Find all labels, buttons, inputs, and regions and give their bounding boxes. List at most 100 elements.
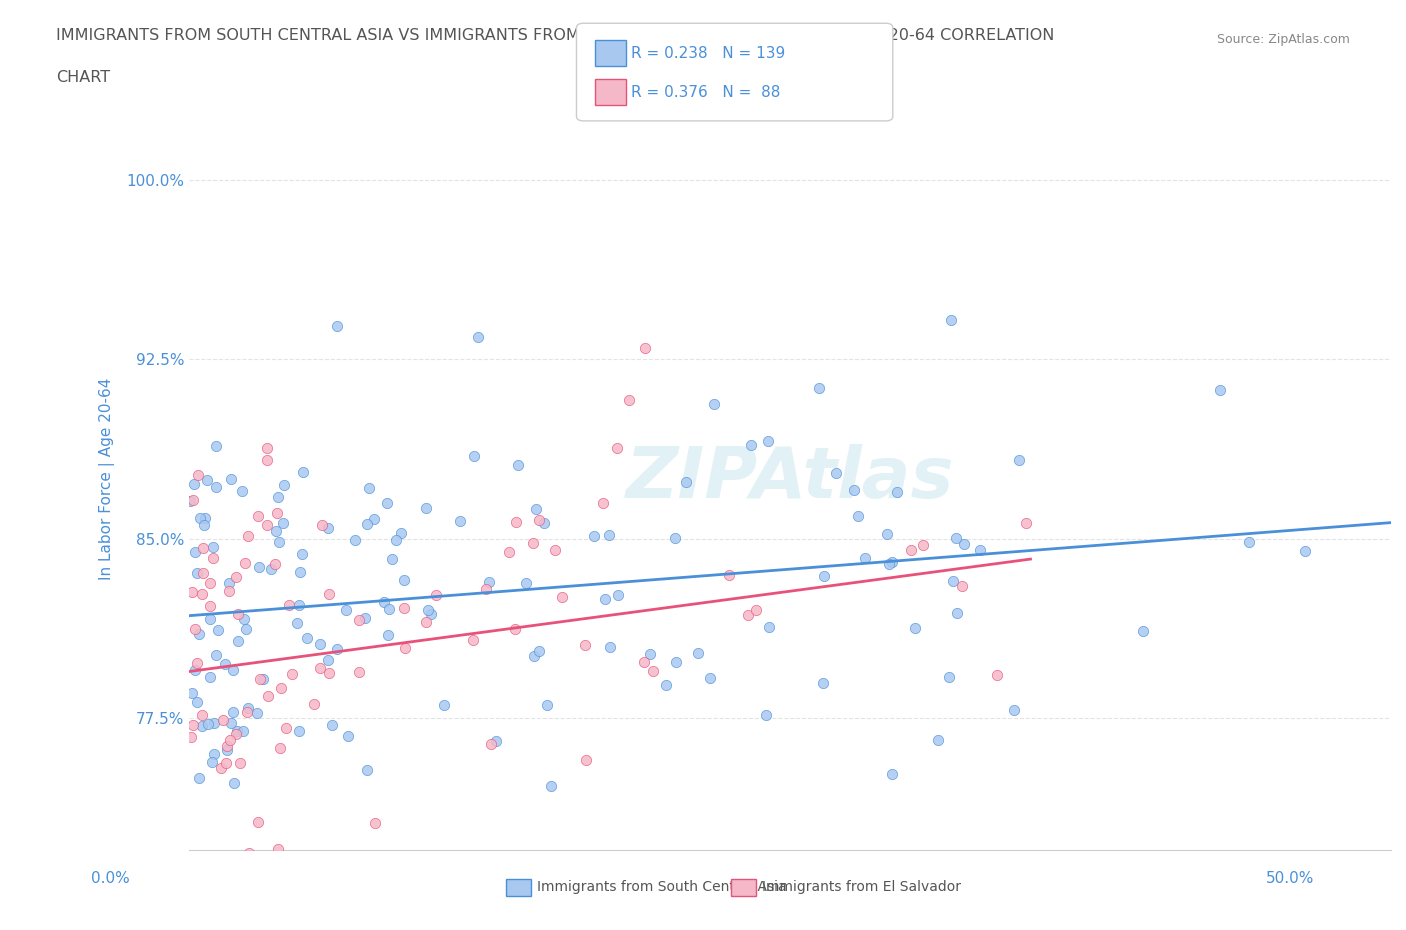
Point — [335, 603, 357, 618]
Point — [824, 465, 846, 480]
Point — [205, 438, 228, 453]
Text: Source: ZipAtlas.com: Source: ZipAtlas.com — [1216, 33, 1350, 46]
Point — [463, 449, 485, 464]
Point — [247, 559, 270, 574]
Point — [703, 397, 725, 412]
Point — [250, 914, 273, 929]
Point — [209, 760, 232, 775]
Point — [418, 603, 440, 618]
Point — [756, 434, 779, 449]
Point — [194, 511, 217, 525]
Point — [198, 576, 221, 591]
Point — [233, 612, 256, 627]
Y-axis label: In Labor Force | Age 20-64: In Labor Force | Age 20-64 — [100, 378, 115, 580]
Point — [249, 671, 271, 686]
Point — [544, 542, 567, 557]
Point — [215, 755, 238, 770]
Point — [180, 685, 202, 700]
Point — [226, 607, 249, 622]
Point — [953, 536, 976, 551]
Point — [184, 880, 207, 895]
Point — [225, 726, 247, 741]
Point — [233, 556, 256, 571]
Point — [236, 889, 259, 904]
Point — [344, 533, 367, 548]
Point — [219, 472, 242, 487]
Point — [363, 512, 385, 526]
Point — [202, 746, 225, 761]
Point — [945, 531, 967, 546]
Point — [846, 509, 869, 524]
Point — [373, 594, 395, 609]
Point — [575, 753, 598, 768]
Point — [479, 737, 502, 751]
Point — [308, 660, 330, 675]
Point — [288, 597, 311, 612]
Point — [877, 556, 900, 571]
Point — [755, 707, 778, 722]
Point — [433, 698, 456, 713]
Point — [969, 543, 991, 558]
Point — [318, 666, 340, 681]
Point — [1132, 624, 1154, 639]
Point — [463, 632, 485, 647]
Point — [184, 544, 207, 559]
Point — [288, 565, 311, 579]
Point — [229, 755, 252, 770]
Point — [191, 565, 214, 580]
Point — [402, 862, 425, 877]
Point — [524, 502, 547, 517]
Point — [232, 724, 254, 738]
Point — [911, 538, 934, 552]
Text: IMMIGRANTS FROM SOUTH CENTRAL ASIA VS IMMIGRANTS FROM EL SALVADOR IN LABOR FORCE: IMMIGRANTS FROM SOUTH CENTRAL ASIA VS IM… — [56, 28, 1054, 44]
Point — [190, 511, 212, 525]
Point — [394, 601, 416, 616]
Text: Immigrants from South Central Asia: Immigrants from South Central Asia — [537, 880, 787, 895]
Point — [617, 392, 640, 407]
Point — [364, 816, 387, 830]
Point — [198, 669, 221, 684]
Point — [295, 631, 318, 645]
Text: 50.0%: 50.0% — [1267, 871, 1315, 886]
Point — [598, 527, 620, 542]
Point — [260, 562, 283, 577]
Point — [218, 576, 240, 591]
Point — [321, 717, 343, 732]
Point — [238, 845, 260, 860]
Point — [246, 706, 269, 721]
Point — [193, 518, 215, 533]
Point — [665, 655, 688, 670]
Point — [527, 644, 550, 658]
Point — [475, 582, 498, 597]
Point — [745, 603, 768, 618]
Point — [197, 716, 219, 731]
Text: R = 0.376   N =  88: R = 0.376 N = 88 — [631, 85, 780, 100]
Point — [191, 541, 214, 556]
Point — [326, 319, 349, 334]
Point — [318, 587, 340, 602]
Point — [266, 506, 288, 521]
Point — [257, 688, 280, 703]
Point — [740, 437, 762, 452]
Point — [882, 555, 904, 570]
Point — [256, 517, 278, 532]
Point — [420, 606, 443, 621]
Point — [273, 516, 295, 531]
Point — [942, 574, 965, 589]
Point — [179, 494, 201, 509]
Point — [853, 551, 876, 566]
Point — [643, 663, 665, 678]
Point — [394, 641, 416, 656]
Point — [1294, 543, 1316, 558]
Point — [356, 763, 378, 777]
Point — [808, 380, 831, 395]
Point — [425, 588, 447, 603]
Point — [357, 480, 380, 495]
Point — [202, 551, 225, 565]
Point — [523, 648, 546, 663]
Point — [1237, 535, 1260, 550]
Point — [527, 512, 550, 527]
Point — [225, 570, 247, 585]
Point — [198, 612, 221, 627]
Point — [946, 605, 969, 620]
